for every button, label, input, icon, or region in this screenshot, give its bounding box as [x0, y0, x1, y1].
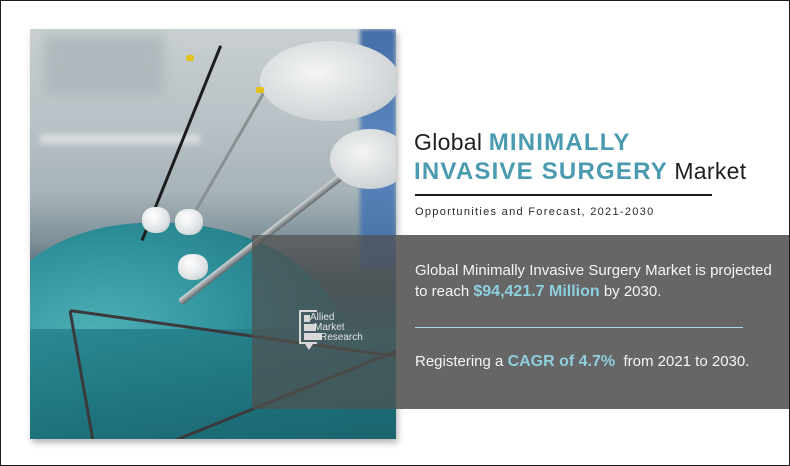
- instrument-shaft: [188, 89, 267, 222]
- allied-market-research-logo-icon: [299, 310, 322, 344]
- logo-word-research: Research: [320, 332, 363, 343]
- logo-bar: [304, 333, 322, 340]
- title-highlight-1: MINIMALLY: [488, 129, 631, 156]
- surgeon-glove: [330, 129, 396, 189]
- stats-divider: [415, 327, 743, 328]
- logo-word-allied: Allied: [310, 312, 335, 323]
- projection-text-line2: to reach: [415, 283, 474, 300]
- background-monitor: [44, 35, 164, 95]
- logo-bar: [304, 315, 310, 322]
- projection-text-line1: Global Minimally Invasive Surgery Market…: [415, 262, 772, 279]
- logo-bar: [304, 324, 316, 331]
- logo-speech-tail: [305, 344, 313, 350]
- cagr-value: CAGR of 4.7%: [507, 353, 616, 370]
- panel-overlay: [252, 235, 396, 409]
- title-line-2: INVASIVE SURGERY Market: [414, 157, 784, 186]
- trocar-port: [178, 254, 208, 280]
- logo-word-market: Market: [314, 322, 345, 333]
- instrument-marker: [186, 55, 194, 61]
- cagr-text-after: from 2021 to 2030.: [615, 353, 750, 370]
- cagr-stat: Registering a CAGR of 4.7% from 2021 to …: [415, 351, 749, 372]
- instrument-marker: [256, 87, 264, 93]
- title-suffix: Market: [674, 158, 747, 184]
- title-prefix: Global: [414, 129, 483, 155]
- background-shelf: [40, 134, 200, 144]
- title-divider: [415, 194, 712, 196]
- report-subtitle: Opportunities and Forecast, 2021-2030: [415, 206, 655, 218]
- title-highlight-2: INVASIVE SURGERY: [414, 158, 668, 185]
- market-projection-stat: Global Minimally Invasive Surgery Market…: [415, 260, 772, 302]
- surgery-photo: [30, 29, 396, 439]
- trocar-port: [175, 209, 203, 235]
- report-title: Global MINIMALLY INVASIVE SURGERY Market: [414, 128, 784, 186]
- trocar-port: [142, 207, 170, 233]
- allied-market-research-logo: Allied Market Research: [299, 310, 371, 354]
- projection-value: $94,421.7 Million: [473, 283, 600, 300]
- cagr-text-before: Registering a: [415, 353, 508, 370]
- projection-text-after: by 2030.: [599, 283, 662, 300]
- surgeon-glove: [260, 41, 396, 121]
- stats-panel: [396, 235, 789, 409]
- title-line-1: Global MINIMALLY: [414, 128, 784, 157]
